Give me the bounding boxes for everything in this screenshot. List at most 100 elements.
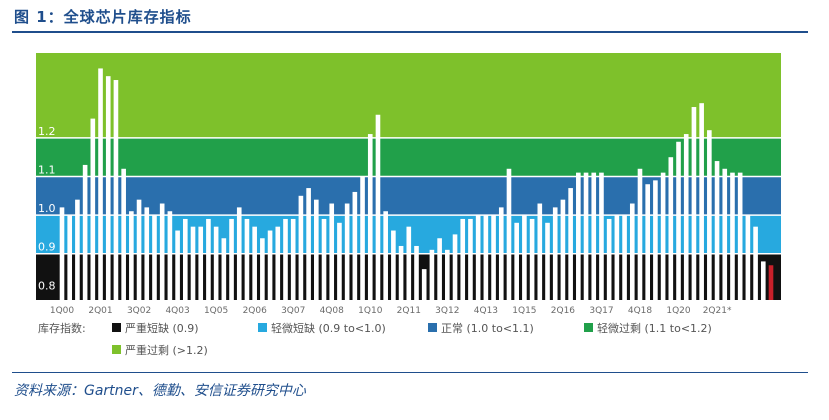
- bar: [622, 215, 627, 300]
- bar: [98, 68, 103, 300]
- x-tick-label: 2Q01: [88, 306, 112, 316]
- bar: [260, 238, 265, 300]
- bar: [522, 215, 527, 300]
- bar: [514, 222, 519, 300]
- x-tick-label: 3Q12: [435, 306, 459, 316]
- x-tick-layer: 1Q00 2Q01 3Q02 4Q03 1Q05 2Q06 3Q07 4Q08 1Q10 2Q11…: [50, 306, 732, 316]
- legend-item-0: 严重短缺 (0.9): [125, 321, 199, 335]
- bar: [167, 211, 173, 300]
- bar: [244, 218, 250, 300]
- bar: [421, 269, 427, 301]
- bar: [429, 249, 435, 300]
- bar: [198, 226, 204, 300]
- bar: [560, 199, 566, 300]
- bar: [360, 176, 365, 300]
- x-tick-label: 4Q18: [628, 306, 653, 316]
- bar: [568, 188, 573, 300]
- bar: [537, 203, 543, 300]
- bar: [714, 161, 720, 300]
- legend-swatch-1: [258, 323, 267, 332]
- legend-title: 库存指数:: [38, 321, 86, 335]
- bar: [290, 218, 296, 300]
- bar: [760, 261, 766, 300]
- bar: [653, 180, 658, 300]
- bar: [82, 164, 88, 300]
- legend-swatch-3: [584, 323, 593, 332]
- legend: 库存指数: 严重短缺 (0.9) 轻微短缺 (0.9 to<1.0) 正常 (1.0 …: [38, 321, 712, 357]
- legend-swatch-0: [112, 323, 121, 332]
- legend-item-3: 轻微过剩 (1.1 to<1.2): [597, 321, 712, 335]
- bar: [737, 172, 743, 300]
- bar: [329, 203, 335, 300]
- x-tick-label: 1Q10: [358, 306, 383, 316]
- bar: [267, 230, 273, 300]
- bar: [475, 215, 481, 300]
- legend-swatch-2: [428, 323, 437, 332]
- bar: [460, 218, 466, 300]
- bar: [506, 168, 512, 300]
- bar: [90, 118, 96, 300]
- source-rule: [12, 372, 808, 373]
- bar: [583, 172, 589, 300]
- bar: [591, 172, 597, 300]
- x-tick-label: 1Q00: [50, 306, 75, 316]
- inventory-chart: 0.8 0.9 1.0 1.1 1.2 1Q00 2Q01 3Q02 4Q03 1Q05 2Q06…: [36, 53, 781, 357]
- source-note: 资料来源：Gartner、德勤、安信证券研究中心: [14, 383, 306, 399]
- bar: [375, 114, 381, 300]
- bar: [576, 172, 581, 300]
- legend-item-1: 轻微短缺 (0.9 to<1.0): [271, 321, 386, 335]
- band-4: [36, 53, 781, 138]
- band-label-4: 1.2: [38, 125, 56, 138]
- bar: [437, 238, 442, 300]
- bar: [707, 130, 712, 300]
- x-tick-label: 1Q15: [512, 306, 536, 316]
- band-3: [36, 137, 781, 177]
- legend-swatch-4: [112, 345, 121, 354]
- legend-item-2: 正常 (1.0 to<1.1): [441, 322, 534, 335]
- x-tick-label: 3Q02: [127, 306, 151, 316]
- band-label-3: 1.1: [38, 164, 56, 177]
- bar: [398, 245, 404, 300]
- bar: [683, 134, 689, 300]
- band-label-2: 1.0: [38, 202, 56, 215]
- bar: [668, 157, 674, 300]
- x-tick-label: 1Q20: [666, 306, 691, 316]
- bar: [768, 265, 774, 300]
- bar: [753, 226, 758, 300]
- bar: [105, 76, 111, 300]
- bar: [391, 230, 396, 300]
- bar: [306, 188, 311, 300]
- bar: [498, 207, 504, 301]
- bar: [159, 203, 165, 300]
- bar: [298, 195, 304, 300]
- bar: [121, 168, 126, 300]
- bar: [452, 234, 458, 300]
- bar: [406, 226, 412, 300]
- bar: [468, 218, 473, 300]
- band-label-layer: 0.8 0.9 1.0 1.1 1.2: [38, 125, 56, 292]
- x-tick-label: 2Q16: [551, 306, 576, 316]
- bar: [367, 134, 373, 300]
- bar: [552, 207, 558, 301]
- bar: [252, 226, 257, 300]
- bar: [321, 218, 327, 300]
- bar: [275, 226, 281, 300]
- bar: [67, 215, 73, 300]
- bar: [314, 199, 319, 300]
- bar: [136, 199, 142, 300]
- bar: [352, 191, 358, 300]
- bar: [283, 218, 288, 300]
- x-tick-label: 2Q11: [397, 306, 421, 316]
- bar: [344, 203, 350, 300]
- bar: [529, 218, 535, 300]
- bar: [337, 222, 342, 300]
- title-rule: [12, 31, 808, 33]
- bar: [614, 215, 620, 300]
- bar: [445, 249, 450, 300]
- band-label-0: 0.8: [38, 279, 56, 292]
- bar: [152, 215, 157, 300]
- bar: [175, 230, 180, 300]
- bar: [213, 226, 219, 300]
- bar: [236, 207, 242, 301]
- bar: [221, 238, 227, 300]
